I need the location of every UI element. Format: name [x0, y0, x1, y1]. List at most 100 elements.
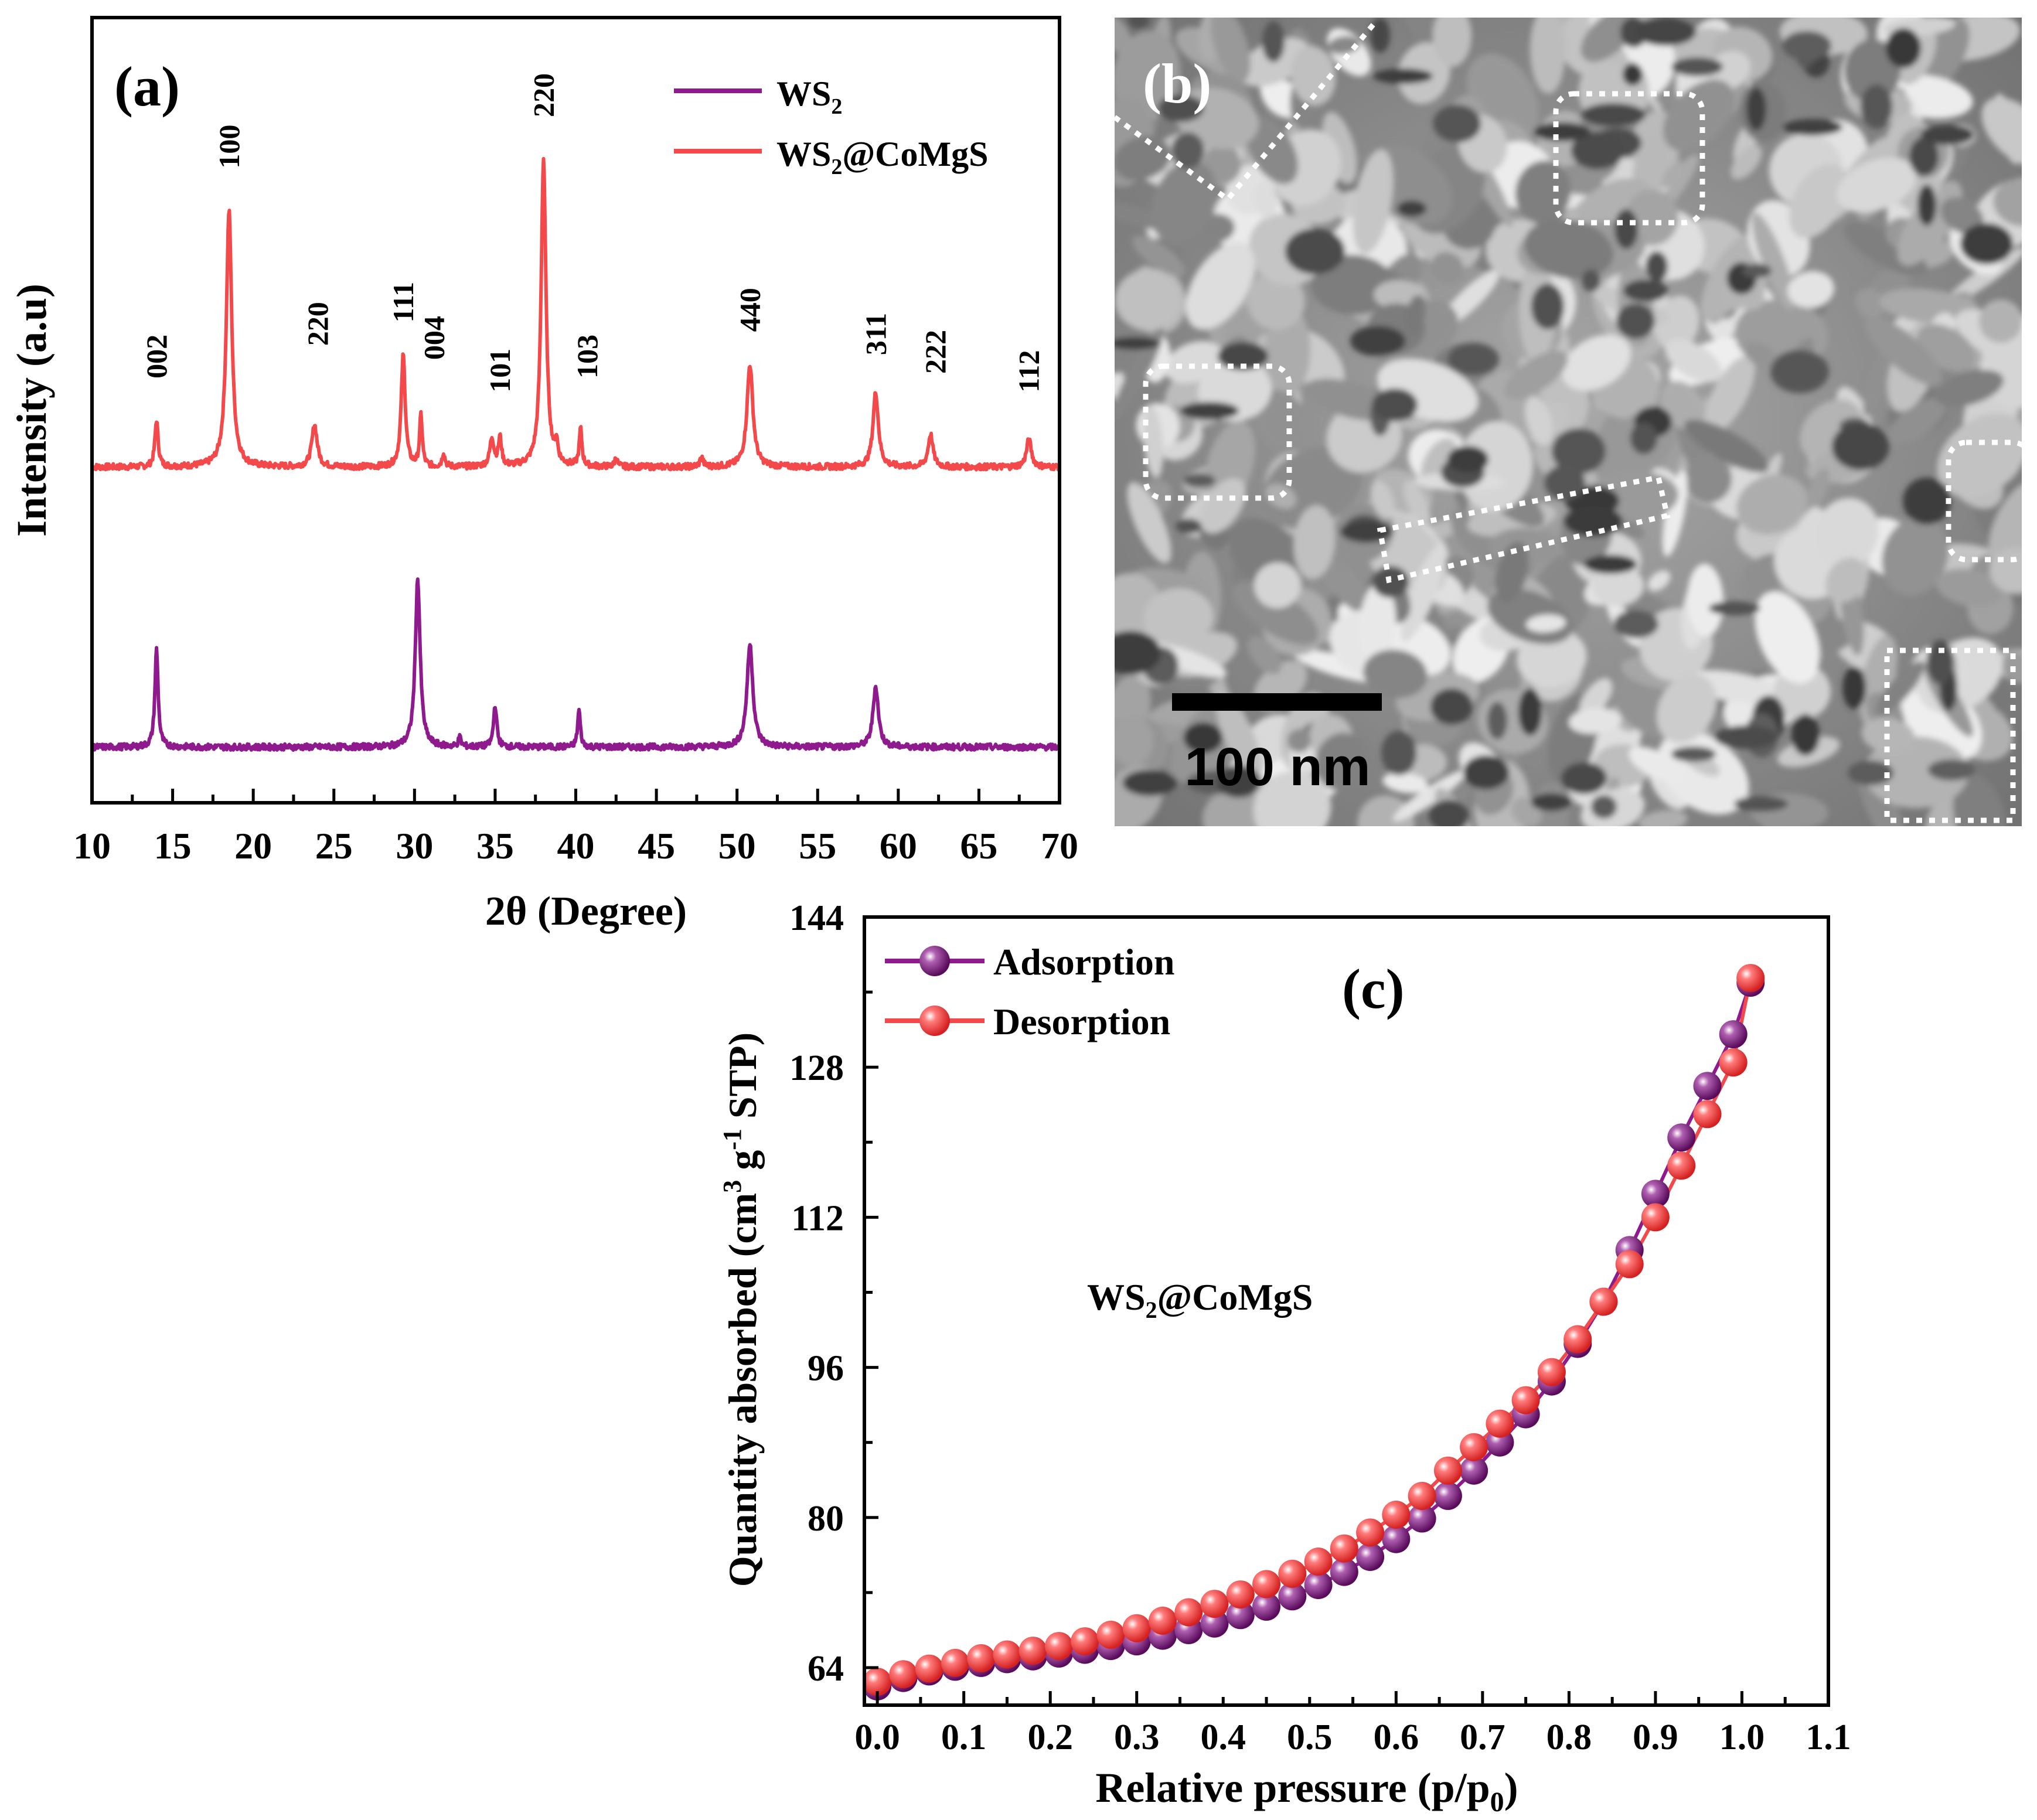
xrd-peak-label: 103 [571, 335, 604, 379]
isotherm-y-axis-label: Quantity absorbed (cm3 g-1 STP) [718, 1032, 765, 1587]
isotherm-point-desorption [1045, 1632, 1073, 1661]
isotherm-point-desorption [863, 1668, 892, 1696]
legend-marker-desorption [919, 1006, 950, 1036]
isotherm-point-adsorption [1330, 1557, 1358, 1586]
isotherm-point-desorption [1589, 1287, 1618, 1316]
xrd-x-tick-label: 70 [1041, 825, 1078, 867]
isotherm-point-desorption [1537, 1358, 1566, 1386]
isotherm-x-tick-label: 0.9 [1633, 1717, 1678, 1757]
isotherm-x-tick-label: 0.0 [854, 1717, 900, 1757]
isotherm-x-tick-label: 0.2 [1027, 1717, 1073, 1757]
isotherm-point-adsorption [1304, 1571, 1333, 1599]
legend-marker-adsorption [919, 946, 950, 976]
xrd-peak-label: 220 [527, 73, 560, 117]
xrd-x-tick-label: 60 [880, 825, 917, 867]
isotherm-point-adsorption [1252, 1592, 1280, 1621]
legend-label-ws2: WS2 [776, 74, 842, 119]
isotherm-point-desorption [1460, 1433, 1488, 1461]
isotherm-point-adsorption [1408, 1504, 1436, 1533]
isotherm-point-desorption [1736, 964, 1765, 993]
isotherm-point-desorption [1641, 1203, 1670, 1232]
xrd-peak-label: 002 [140, 335, 173, 379]
xrd-x-tick-label: 15 [154, 825, 192, 867]
isotherm-point-desorption [1122, 1614, 1151, 1642]
isotherm-point-desorption [993, 1640, 1021, 1669]
isotherm-point-adsorption [1356, 1543, 1385, 1571]
sem-scale-bar [1172, 693, 1382, 711]
isotherm-point-adsorption [1200, 1609, 1229, 1638]
panel-c-label: (c) [1342, 957, 1405, 1020]
isotherm-point-desorption [1096, 1620, 1125, 1649]
isotherm-x-tick-label: 0.3 [1114, 1717, 1160, 1757]
isotherm-plot-frame [863, 915, 1830, 1707]
isotherm-x-tick-label: 0.5 [1287, 1717, 1333, 1757]
sem-micrograph [1115, 18, 2022, 826]
isotherm-point-adsorption [1433, 1481, 1462, 1510]
panel-b-sem-image: (b) 100 nm [1115, 18, 2022, 826]
panel-a-label: (a) [114, 55, 180, 118]
isotherm-y-ticks: 64 80 96 112 128 144 [789, 898, 878, 1689]
isotherm-x-tick-label: 0.1 [941, 1717, 987, 1757]
xrd-x-tick-label: 20 [234, 825, 272, 867]
isotherm-point-desorption [967, 1644, 996, 1672]
isotherm-point-adsorption [1460, 1456, 1488, 1485]
isotherm-y-tick-label: 96 [808, 1349, 844, 1389]
isotherm-y-tick-label: 128 [789, 1048, 844, 1088]
xrd-peak-label: 004 [417, 316, 450, 360]
isotherm-point-desorption [1200, 1590, 1229, 1618]
isotherm-x-axis-label: Relative pressure (p/p0) [1095, 1764, 1518, 1818]
isotherm-point-adsorption [1226, 1601, 1255, 1630]
isotherm-point-desorption [1719, 1048, 1748, 1077]
xrd-x-tick-label: 50 [718, 825, 756, 867]
isotherm-point-desorption [1382, 1501, 1411, 1529]
legend-label-ws2-comgs: WS2@CoMgS [776, 135, 989, 179]
isotherm-point-desorption [1693, 1100, 1722, 1129]
xrd-trace-ws2 [92, 577, 1060, 752]
isotherm-point-desorption [915, 1654, 943, 1683]
xrd-y-axis-label: Intensity (a.u) [8, 284, 55, 537]
isotherm-legend: Adsorption Desorption [885, 941, 1174, 1042]
xrd-peak-label: 311 [859, 313, 892, 355]
isotherm-point-desorption [1252, 1570, 1280, 1599]
xrd-x-tick-label: 30 [396, 825, 433, 867]
isotherm-x-tick-label: 1.0 [1719, 1717, 1765, 1757]
xrd-x-axis-label: 2θ (Degree) [485, 889, 687, 934]
isotherm-point-desorption [1018, 1637, 1047, 1665]
isotherm-point-desorption [889, 1660, 918, 1689]
xrd-peak-label: 220 [301, 302, 334, 346]
isotherm-point-desorption [1304, 1548, 1333, 1576]
isotherm-point-desorption [1278, 1559, 1307, 1588]
isotherm-x-tick-label: 0.7 [1460, 1717, 1505, 1757]
sem-scale-label: 100 nm [1184, 737, 1370, 797]
legend-label-desorption: Desorption [993, 1001, 1170, 1042]
isotherm-points [863, 964, 1765, 1700]
panel-c-isotherm-chart: 0.0 0.1 0.2 0.3 0.4 0.5 0.6 0.7 0.8 0.9 1.0 1.1 64 8… [718, 898, 1851, 1818]
xrd-peak-label: 112 [1013, 350, 1045, 393]
xrd-legend: WS2 WS2@CoMgS [674, 74, 989, 179]
isotherm-point-desorption [1408, 1481, 1436, 1510]
legend-label-adsorption: Adsorption [993, 941, 1174, 983]
isotherm-x-ticks: 0.0 0.1 0.2 0.3 0.4 0.5 0.6 0.7 0.8 0.9 1.0 1.1 [854, 1691, 1851, 1757]
xrd-traces [92, 156, 1060, 752]
xrd-x-tick-label: 65 [960, 825, 997, 867]
isotherm-point-desorption [1667, 1151, 1696, 1180]
xrd-x-tick-label: 10 [73, 825, 111, 867]
isotherm-point-desorption [1486, 1409, 1514, 1438]
xrd-peak-label: 111 [387, 282, 420, 322]
isotherm-annotation: WS2@CoMgS [1087, 1276, 1313, 1323]
isotherm-point-desorption [1071, 1627, 1099, 1656]
xrd-trace-ws2-comgs [92, 156, 1060, 472]
xrd-x-tick-label: 55 [799, 825, 836, 867]
xrd-x-tick-label: 40 [557, 825, 595, 867]
isotherm-point-desorption [1330, 1534, 1358, 1563]
isotherm-x-tick-label: 0.4 [1201, 1717, 1246, 1757]
xrd-peak-label: 440 [734, 288, 767, 332]
xrd-x-tick-label: 35 [476, 825, 514, 867]
isotherm-point-adsorption [1278, 1582, 1307, 1611]
isotherm-point-adsorption [1667, 1123, 1696, 1152]
isotherm-y-tick-label: 80 [808, 1499, 844, 1539]
isotherm-point-desorption [941, 1648, 969, 1677]
xrd-peak-label: 222 [919, 330, 952, 374]
